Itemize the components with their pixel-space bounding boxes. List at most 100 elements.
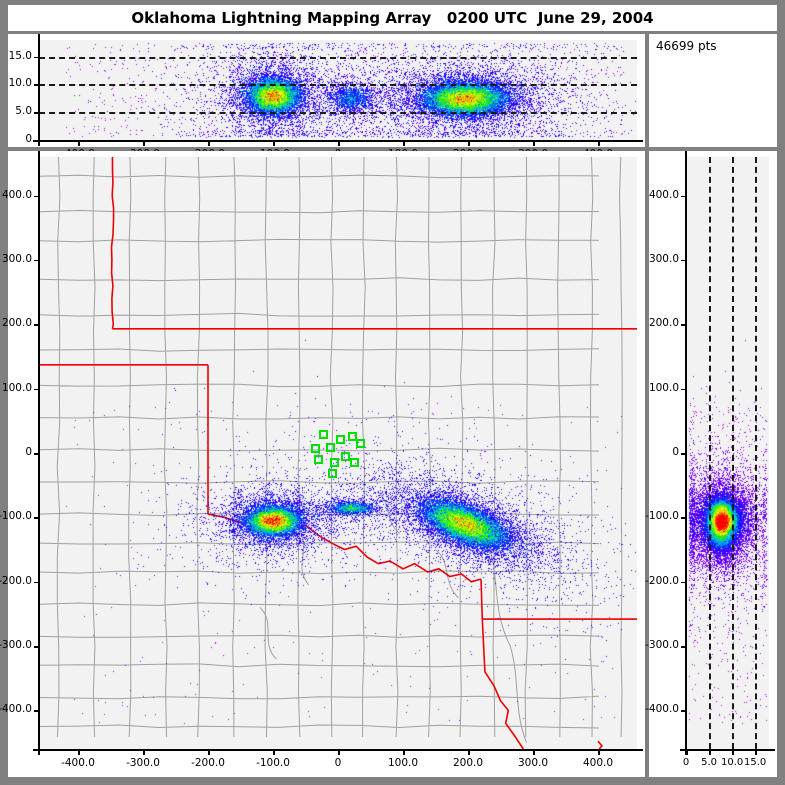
map-ytick [34, 388, 39, 391]
side-ytick [681, 646, 686, 648]
side-xtick-label: 0 [682, 757, 690, 768]
lma-station-marker [325, 443, 335, 453]
map-xtick-label: 400.0 [582, 757, 614, 769]
map-xtick-label: -400.0 [61, 757, 95, 769]
top-plot-area [39, 40, 637, 140]
top-xtick [533, 141, 535, 146]
top-gridline-10.0 [39, 84, 637, 87]
map-xtick-label: 0 [334, 757, 342, 769]
side-ytick [681, 259, 686, 262]
side-plot-area [686, 157, 769, 749]
top-lightning-scatter [39, 40, 637, 140]
lma-station-marker [329, 457, 339, 467]
side-xtick [755, 750, 757, 755]
top-xtick [78, 141, 80, 146]
side-xtick [732, 750, 734, 755]
top-xtick [208, 141, 210, 146]
top-xtick [403, 141, 405, 146]
map-xtick-label: -300.0 [126, 757, 160, 769]
side-ytick-label: 300.0 [648, 252, 679, 265]
lma-station-marker [319, 430, 329, 440]
map-xtick [208, 750, 210, 755]
map-xtick-label: 200.0 [452, 757, 484, 769]
side-xtick-label: 10.0 [720, 757, 744, 768]
top-xtick [143, 141, 145, 146]
top-x-axis [33, 140, 643, 142]
lma-station-marker [310, 443, 320, 453]
point-count-label: 46699 pts [656, 39, 717, 53]
altitude-vs-north-south-panel: 400.0 300.0 200.0 100.0 0 -100.0 -200.0 -300.0 -… [645, 151, 777, 777]
map-xtick [273, 750, 275, 755]
map-xtick-label: 300.0 [517, 757, 549, 769]
map-xtick [533, 750, 535, 755]
page-title: Oklahoma Lightning Mapping Array 0200 UT… [131, 9, 654, 27]
side-gridline-10.0 [732, 157, 735, 749]
top-gridline-15.0 [39, 56, 637, 59]
side-ytick [681, 710, 686, 712]
side-ytick-label: 400.0 [648, 188, 679, 201]
side-ytick-label: -100.0 [645, 510, 679, 523]
top-ytick-label: 0 [25, 133, 32, 145]
lma-station-marker [336, 434, 346, 444]
side-x-axis [680, 749, 775, 751]
side-gridline-5.0 [709, 157, 712, 749]
side-ytick [681, 517, 686, 519]
map-ytick [34, 324, 39, 326]
map-ytick-label: 400.0 [1, 188, 32, 201]
map-ytick [34, 710, 39, 712]
side-ytick [681, 453, 686, 455]
lma-station-marker [314, 454, 323, 464]
side-ytick-label: -400.0 [645, 703, 679, 716]
side-xtick [709, 750, 711, 755]
map-ytick-label: -400.0 [0, 703, 32, 716]
plan-view-map-panel: 400.0 300.0 200.0 100.0 0 -100.0 -200.0 -300.0 -… [0, 151, 645, 777]
side-ytick-label: 0 [672, 446, 679, 458]
lma-station-marker [341, 452, 351, 462]
map-ytick-label: -200.0 [0, 574, 32, 587]
side-ytick [681, 324, 686, 326]
side-ytick [681, 195, 686, 198]
map-xtick [143, 750, 145, 755]
top-xtick [338, 141, 340, 146]
map-ytick-label: 200.0 [1, 317, 32, 330]
side-ytick-label: 100.0 [648, 381, 679, 394]
side-xtick-label: 15.0 [744, 757, 767, 768]
title-bar: Oklahoma Lightning Mapping Array 0200 UT… [8, 5, 777, 31]
map-ytick [34, 517, 39, 519]
top-gridline-5.0 [39, 112, 637, 115]
top-ytick-label: 5.0 [15, 105, 32, 118]
top-xtick [468, 141, 470, 146]
side-ytick-label: 200.0 [648, 317, 679, 330]
top-xtick [598, 141, 600, 146]
map-xtick [78, 750, 80, 755]
map-xtick-label: -100.0 [256, 757, 290, 769]
map-plot-area [39, 157, 637, 749]
map-xtick [403, 750, 405, 755]
side-ytick-label: -300.0 [645, 639, 679, 652]
map-ytick-label: 300.0 [1, 252, 32, 265]
map-xtick [598, 750, 600, 755]
map-x-axis [33, 749, 643, 751]
top-ytick [34, 56, 39, 59]
map-xtick [468, 750, 470, 755]
top-ytick [34, 84, 39, 86]
lma-station-marker [347, 432, 357, 442]
top-xtick [273, 141, 275, 146]
map-ytick-label: 100.0 [1, 381, 32, 394]
map-xtick-label: 100.0 [387, 757, 419, 769]
top-ytick [34, 140, 39, 142]
map-ytick [34, 195, 39, 198]
map-ytick-label: 0 [25, 446, 32, 458]
map-ytick [34, 453, 39, 455]
map-ytick [34, 646, 39, 648]
lma-station-marker [328, 469, 338, 479]
top-y-axis [38, 34, 40, 146]
side-ytick [681, 581, 686, 584]
altitude-vs-east-west-panel: 05.010.015.0-400.0-300.0-200.0-100.00100… [8, 34, 645, 160]
map-ytick-label: -300.0 [0, 639, 32, 652]
side-xtick [686, 750, 688, 755]
lma-station-marker [350, 457, 360, 467]
side-ytick [681, 388, 686, 391]
map-ytick [34, 581, 39, 584]
